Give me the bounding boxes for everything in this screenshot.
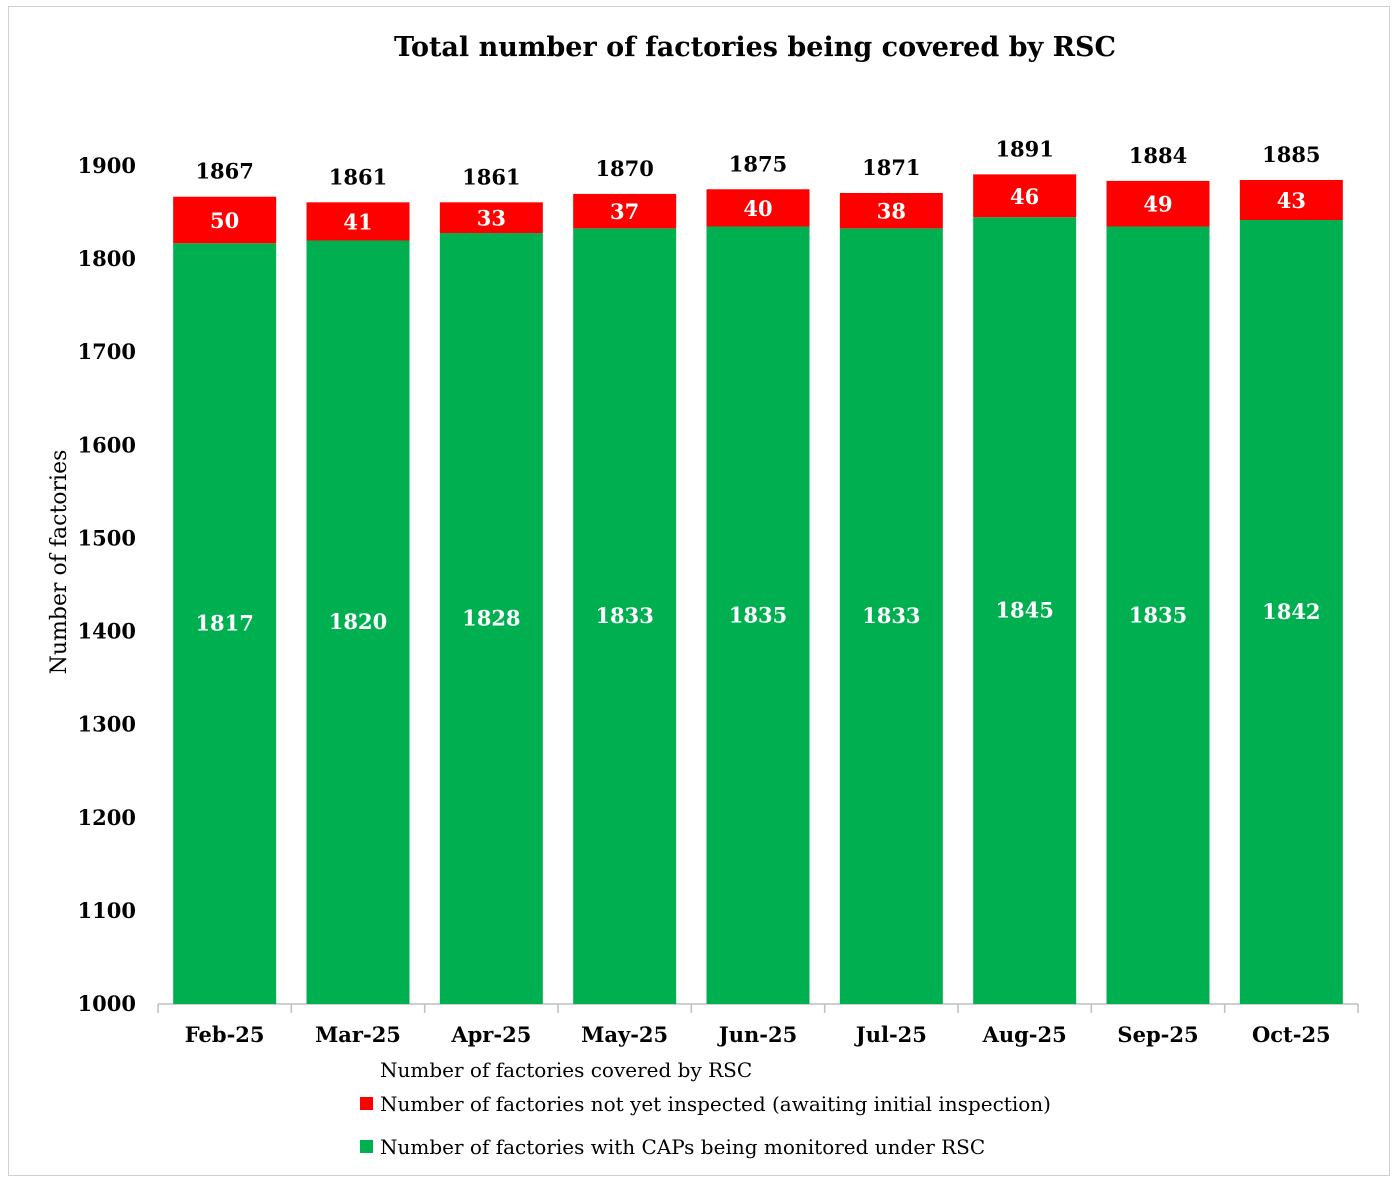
y-tick-label: 1500: [78, 525, 136, 550]
data-label-total: 1875: [729, 151, 787, 176]
data-label-not-inspected: 43: [1277, 188, 1306, 213]
x-tick-label: Jun-25: [717, 1022, 797, 1047]
bar-not-inspected: [839, 193, 943, 229]
data-label-not-inspected: 33: [477, 206, 506, 231]
x-tick-label: Aug-25: [982, 1022, 1067, 1047]
legend-label: Number of factories not yet inspected (a…: [380, 1092, 1051, 1116]
bar-monitored: [839, 228, 943, 1004]
data-label-total: 1861: [462, 164, 520, 189]
x-tick-label: Sep-25: [1117, 1022, 1198, 1047]
bar-not-inspected: [439, 202, 543, 234]
data-label-monitored: 1820: [329, 609, 387, 634]
x-tick-label: Apr-25: [450, 1022, 531, 1047]
bar-monitored: [439, 233, 543, 1005]
y-tick-label: 1100: [78, 898, 136, 923]
y-tick-label: 1900: [78, 153, 136, 178]
x-tick-label: Feb-25: [185, 1022, 265, 1047]
y-tick-label: 1800: [78, 246, 136, 271]
x-tick-label: Mar-25: [315, 1022, 401, 1047]
data-label-monitored: 1842: [1262, 599, 1320, 624]
y-tick-label: 1300: [78, 712, 136, 737]
chart-title: Total number of factories being covered …: [394, 32, 1116, 63]
data-label-total: 1884: [1129, 143, 1187, 168]
legend-swatch: [360, 1097, 373, 1110]
legend-swatch: [360, 1140, 373, 1153]
bars: [173, 174, 1343, 1005]
data-label-monitored: 1833: [862, 603, 920, 628]
bar-monitored: [706, 226, 810, 1004]
data-labels: 1817 50 1867 1820 41 1861 1828 33 1861 1833 37 1870…: [195, 136, 1320, 635]
bar-not-inspected: [573, 193, 677, 229]
y-tick-label: 1200: [78, 805, 136, 830]
bar-not-inspected: [973, 174, 1077, 218]
bar-not-inspected: [1106, 180, 1210, 227]
data-label-not-inspected: 50: [210, 208, 239, 233]
data-label-monitored: 1833: [595, 603, 653, 628]
data-label-monitored: 1828: [462, 606, 520, 631]
data-label-total: 1885: [1262, 142, 1320, 167]
data-label-total: 1871: [862, 155, 920, 180]
x-tick-label: May-25: [581, 1022, 668, 1047]
data-label-not-inspected: 37: [610, 199, 639, 224]
bar-monitored: [573, 228, 677, 1004]
y-tick-label: 1600: [78, 432, 136, 457]
bar-monitored: [173, 243, 277, 1004]
bar-not-inspected: [1239, 179, 1343, 221]
data-label-monitored: 1835: [729, 602, 787, 627]
data-label-total: 1870: [595, 156, 653, 181]
x-tick-label: Oct-25: [1252, 1022, 1331, 1047]
bar-not-inspected: [173, 196, 277, 244]
legend: Number of factories not yet inspected (a…: [360, 1092, 1051, 1159]
y-tick-label: 1700: [78, 339, 136, 364]
y-tick-label: 1000: [78, 991, 136, 1016]
data-label-not-inspected: 46: [1010, 184, 1039, 209]
data-label-not-inspected: 40: [743, 196, 772, 221]
bar-monitored: [1239, 220, 1343, 1004]
data-label-not-inspected: 38: [877, 199, 906, 224]
data-label-monitored: 1817: [195, 611, 253, 636]
bar-monitored: [973, 217, 1077, 1004]
legend-label: Number of factories with CAPs being moni…: [380, 1135, 985, 1159]
data-label-not-inspected: 41: [343, 209, 372, 234]
data-label-not-inspected: 49: [1143, 192, 1172, 217]
x-tick-label: Jul-25: [854, 1022, 927, 1047]
data-label-monitored: 1835: [1129, 602, 1187, 627]
y-tick-label: 1400: [78, 619, 136, 644]
bar-not-inspected: [706, 189, 810, 227]
x-axis-label: Number of factories covered by RSC: [380, 1058, 752, 1082]
data-label-total: 1867: [195, 159, 253, 184]
bar-monitored: [1106, 226, 1210, 1004]
data-label-total: 1891: [995, 136, 1053, 161]
y-axis-label: Number of factories: [47, 450, 72, 675]
data-label-monitored: 1845: [995, 598, 1053, 623]
bar-not-inspected: [306, 202, 410, 241]
axes: 1000 1100 1200 1300 1400 1500 1600 1700 1800 1900…: [78, 153, 1359, 1047]
data-label-total: 1861: [329, 164, 387, 189]
bar-monitored: [306, 240, 410, 1004]
